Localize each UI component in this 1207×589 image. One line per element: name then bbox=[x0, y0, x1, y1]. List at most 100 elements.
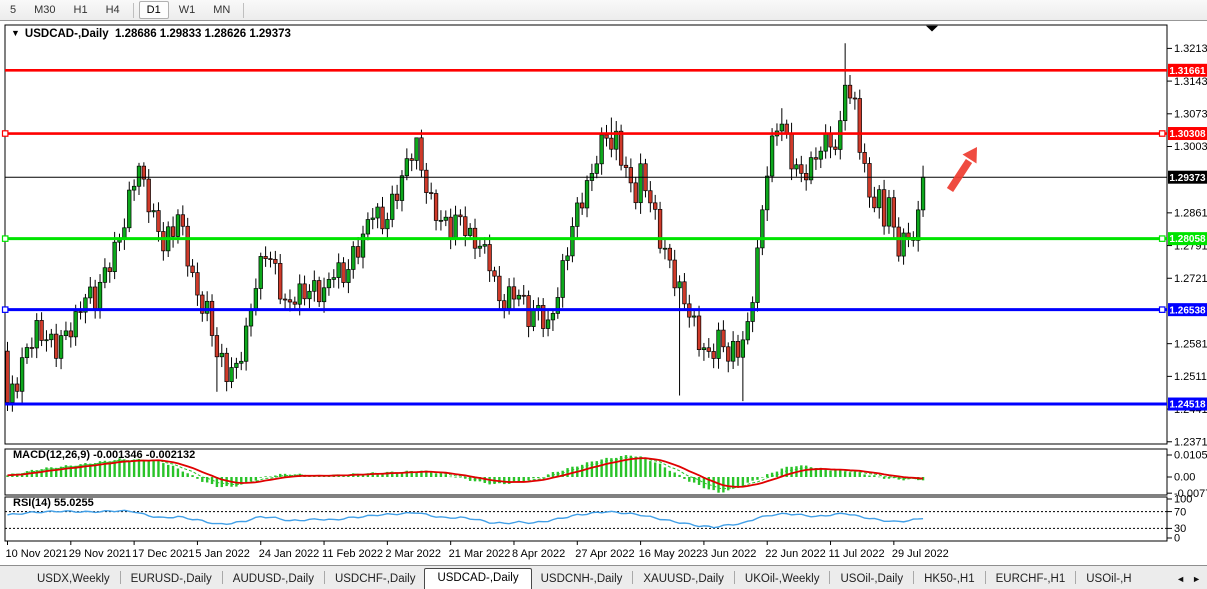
svg-text:27 Apr 2022: 27 Apr 2022 bbox=[575, 548, 634, 560]
svg-text:1.32130: 1.32130 bbox=[1174, 43, 1207, 55]
price-tag-1.31661: 1.31661 bbox=[1168, 63, 1207, 77]
tab-hk50-h1[interactable]: HK50-,H1 bbox=[924, 573, 975, 585]
hline-handle[interactable] bbox=[1158, 235, 1166, 242]
tab-separator bbox=[733, 571, 735, 584]
macd-indicator: 0.01052 0.00 -0.00774 bbox=[6, 450, 1207, 500]
macd-name: MACD(12,26,9) bbox=[13, 449, 91, 461]
timeframe-toolbar: 5 M30 H1 H4 D1 W1 MN bbox=[0, 0, 1207, 21]
tab-audusd-daily[interactable]: AUDUSD-,Daily bbox=[232, 573, 314, 585]
hline-handle[interactable] bbox=[1, 306, 9, 313]
main-chart-panel[interactable] bbox=[4, 24, 1168, 445]
svg-text:1.28610: 1.28610 bbox=[1174, 208, 1207, 220]
tab-separator bbox=[829, 571, 831, 584]
macd-signal-line bbox=[7, 457, 924, 488]
price-tag-1.26538: 1.26538 bbox=[1168, 303, 1207, 316]
rsi-value: 55.0255 bbox=[53, 497, 94, 509]
svg-text:16 May 2022: 16 May 2022 bbox=[639, 548, 703, 560]
time-axis: 10 Nov 2021 29 Nov 2021 17 Dec 2021 5 Jan 2… bbox=[6, 541, 949, 560]
tab-usdchf-daily[interactable]: USDCHF-,Daily bbox=[334, 573, 416, 585]
svg-text:-0.00774: -0.00774 bbox=[1174, 488, 1207, 500]
tab-ukoil-weekly[interactable]: UKOil-,Weekly bbox=[744, 573, 820, 585]
tab-usdcad-daily[interactable]: USDCAD-,Daily bbox=[424, 568, 532, 589]
tab-separator bbox=[984, 571, 986, 584]
tab-separator bbox=[913, 571, 915, 584]
timeframe-button-m30[interactable]: M30 bbox=[34, 4, 56, 16]
chart-ohlc-values: 1.28686 1.29833 1.28626 1.29373 bbox=[115, 28, 291, 40]
price-tag-1.30308: 1.30308 bbox=[1168, 127, 1207, 140]
up-arrow-annotation[interactable] bbox=[946, 147, 977, 193]
timeframe-button-w1[interactable]: W1 bbox=[178, 4, 196, 16]
svg-text:10 Nov 2021: 10 Nov 2021 bbox=[6, 548, 68, 560]
svg-text:11 Feb 2022: 11 Feb 2022 bbox=[322, 548, 383, 560]
price-tag-1.29373: 1.29373 bbox=[1168, 170, 1207, 184]
toolbar-separator bbox=[243, 2, 245, 18]
tab-separator bbox=[1075, 571, 1077, 584]
tab-separator bbox=[323, 571, 325, 584]
timeframe-button-mn[interactable]: MN bbox=[213, 4, 231, 16]
macd-main-line bbox=[7, 456, 924, 490]
hline-handle[interactable] bbox=[1, 235, 9, 242]
svg-text:21 Mar 2022: 21 Mar 2022 bbox=[449, 548, 511, 560]
bar-shift-marker-icon bbox=[926, 25, 938, 32]
svg-text:30: 30 bbox=[1174, 523, 1186, 535]
hline-handle[interactable] bbox=[1, 130, 9, 137]
svg-text:1.24518: 1.24518 bbox=[1169, 400, 1206, 411]
svg-text:1.29373: 1.29373 bbox=[1169, 173, 1206, 184]
svg-text:2 Mar 2022: 2 Mar 2022 bbox=[385, 548, 441, 560]
svg-text:1.31661: 1.31661 bbox=[1169, 66, 1206, 77]
timeframe-button-h1[interactable]: H1 bbox=[73, 4, 88, 16]
hline-1.26538[interactable] bbox=[1, 306, 1168, 313]
hline-1.28058[interactable] bbox=[1, 235, 1168, 242]
toolbar-separator bbox=[132, 2, 134, 18]
svg-text:1.30730: 1.30730 bbox=[1174, 109, 1207, 121]
timeframe-button-5[interactable]: 5 bbox=[10, 4, 17, 16]
tab-xauusd-daily[interactable]: XAUUSD-,Daily bbox=[643, 573, 724, 585]
svg-text:70: 70 bbox=[1174, 506, 1186, 518]
chart-canvas[interactable]: 1.321301.314301.307301.300301.286101.279… bbox=[0, 22, 1207, 565]
tab-scroll-right-icon[interactable]: ► bbox=[1192, 574, 1201, 584]
candles-layer bbox=[5, 43, 926, 412]
svg-text:11 Jul 2022: 11 Jul 2022 bbox=[829, 548, 885, 560]
svg-text:0.00: 0.00 bbox=[1174, 472, 1195, 484]
tab-usoil-daily[interactable]: USOil-,Daily bbox=[840, 573, 904, 585]
svg-text:29 Nov 2021: 29 Nov 2021 bbox=[69, 548, 131, 560]
chart-symbol-period: USDCAD-,Daily bbox=[24, 28, 109, 40]
chart-title: ▼ USDCAD-,Daily 1.28686 1.29833 1.28626 1… bbox=[11, 28, 291, 40]
svg-text:1.25810: 1.25810 bbox=[1174, 338, 1207, 350]
tab-eurchf-h1[interactable]: EURCHF-,H1 bbox=[995, 573, 1066, 585]
chart-dropdown-icon: ▼ bbox=[11, 28, 20, 38]
tab-usoil-h[interactable]: USOil-,H bbox=[1086, 573, 1132, 585]
tab-eurusd-daily[interactable]: EURUSD-,Daily bbox=[130, 573, 212, 585]
svg-text:0: 0 bbox=[1174, 533, 1180, 545]
tab-separator bbox=[221, 571, 223, 584]
svg-text:1.31430: 1.31430 bbox=[1174, 76, 1207, 88]
svg-text:1.30030: 1.30030 bbox=[1174, 141, 1207, 153]
macd-values: -0.001346 -0.002132 bbox=[93, 449, 196, 461]
svg-text:1.25110: 1.25110 bbox=[1174, 371, 1207, 383]
hline-handle[interactable] bbox=[1158, 130, 1166, 137]
timeframe-button-h4[interactable]: H4 bbox=[105, 4, 120, 16]
svg-text:1.30308: 1.30308 bbox=[1169, 129, 1206, 140]
svg-text:1.26538: 1.26538 bbox=[1169, 305, 1206, 316]
svg-text:24 Jan 2022: 24 Jan 2022 bbox=[259, 548, 320, 560]
svg-text:29 Jul 2022: 29 Jul 2022 bbox=[892, 548, 949, 560]
hline-1.30308[interactable] bbox=[1, 130, 1168, 137]
tab-usdx-weekly[interactable]: USDX,Weekly bbox=[37, 573, 110, 585]
tab-scroll-left-icon[interactable]: ◄ bbox=[1176, 574, 1186, 584]
svg-text:1.28058: 1.28058 bbox=[1169, 234, 1206, 245]
rsi-line bbox=[7, 509, 924, 529]
hline-handle[interactable] bbox=[1158, 306, 1166, 313]
svg-text:3 Jun 2022: 3 Jun 2022 bbox=[702, 548, 756, 560]
rsi-name: RSI(14) bbox=[13, 497, 51, 509]
rsi-label: RSI(14) 55.0255 bbox=[13, 497, 94, 509]
svg-text:8 Apr 2022: 8 Apr 2022 bbox=[512, 548, 565, 560]
macd-label: MACD(12,26,9) -0.001346 -0.002132 bbox=[13, 449, 195, 461]
timeframe-button-d1[interactable]: D1 bbox=[138, 1, 169, 19]
tab-usdcnh-daily[interactable]: USDCNH-,Daily bbox=[540, 573, 623, 585]
svg-text:1.23710: 1.23710 bbox=[1174, 436, 1207, 448]
svg-text:1.27210: 1.27210 bbox=[1174, 273, 1207, 285]
tab-separator bbox=[632, 571, 634, 584]
rsi-panel[interactable] bbox=[4, 496, 1168, 542]
svg-text:100: 100 bbox=[1174, 494, 1192, 506]
